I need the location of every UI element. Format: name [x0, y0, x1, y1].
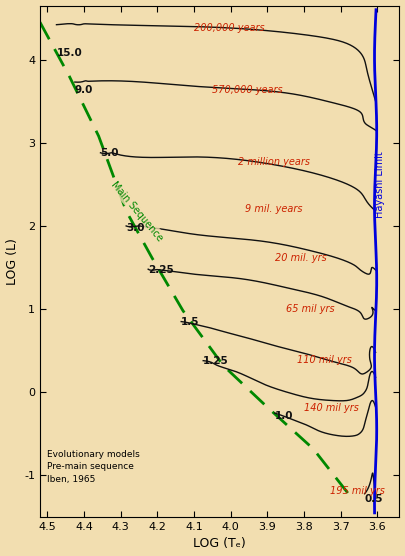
X-axis label: LOG (Tₑ): LOG (Tₑ) [193, 538, 246, 550]
Text: 3.0: 3.0 [126, 222, 145, 232]
Text: 140 mil yrs: 140 mil yrs [304, 403, 359, 413]
Text: 20 mil. yrs: 20 mil. yrs [275, 253, 326, 263]
Text: 2 million years: 2 million years [238, 157, 310, 167]
Text: 9.0: 9.0 [75, 86, 93, 96]
Text: 570,000 years: 570,000 years [212, 85, 283, 95]
Y-axis label: LOG (L): LOG (L) [6, 238, 19, 285]
Text: Evolutionary models
Pre-main sequence
Iben, 1965: Evolutionary models Pre-main sequence Ib… [47, 450, 140, 484]
Text: 195 mil yrs: 195 mil yrs [330, 486, 385, 496]
Text: 0.5: 0.5 [364, 494, 383, 504]
Text: Hayashi Limit: Hayashi Limit [375, 151, 386, 218]
Text: Main Sequence: Main Sequence [109, 179, 165, 243]
Text: 200,000 years: 200,000 years [194, 22, 264, 32]
Text: 110 mil yrs: 110 mil yrs [297, 355, 352, 365]
Text: 65 mil yrs: 65 mil yrs [286, 305, 335, 315]
Text: 1.0: 1.0 [275, 410, 293, 420]
Text: 1.25: 1.25 [203, 356, 229, 366]
Text: 9 mil. years: 9 mil. years [245, 204, 303, 214]
Text: 1.5: 1.5 [181, 317, 200, 327]
Text: 5.0: 5.0 [100, 148, 119, 158]
Text: 2.25: 2.25 [148, 265, 174, 275]
Text: 15.0: 15.0 [56, 48, 82, 58]
